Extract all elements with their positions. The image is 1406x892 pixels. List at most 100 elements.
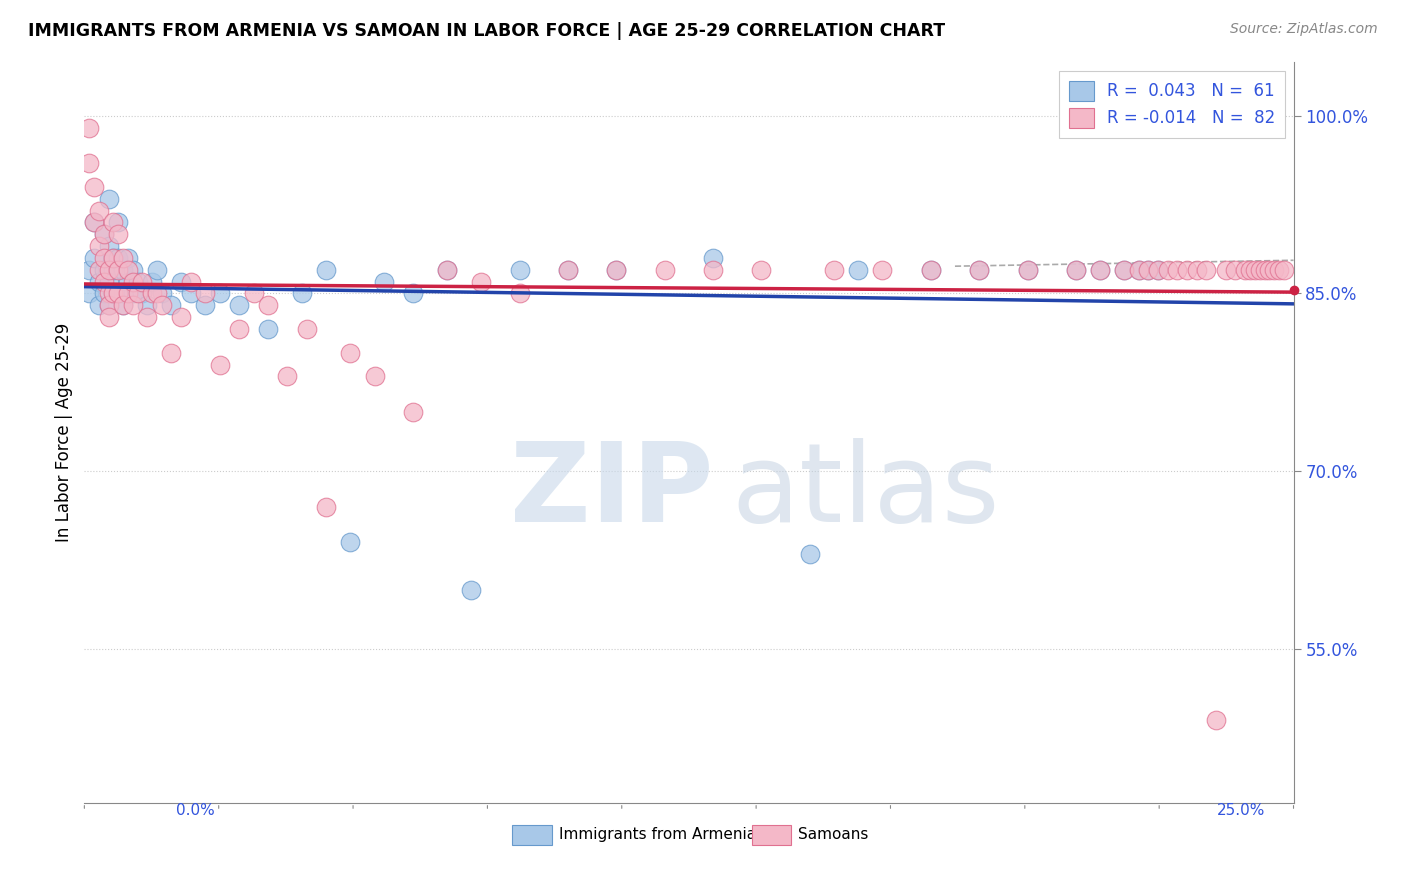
Point [97, 286, 120, 301]
Point [228, 298, 250, 312]
Point [920, 262, 942, 277]
Point [93, 227, 115, 242]
Point [208, 286, 231, 301]
Point [1239, 262, 1261, 277]
Point [141, 275, 163, 289]
Point [117, 286, 139, 301]
Point [103, 251, 125, 265]
Text: IMMIGRANTS FROM ARMENIA VS SAMOAN IN LABOR FORCE | AGE 25-29 CORRELATION CHART: IMMIGRANTS FROM ARMENIA VS SAMOAN IN LAB… [28, 22, 945, 40]
Point [93, 262, 115, 277]
Point [470, 275, 492, 289]
Point [846, 262, 869, 277]
Point [103, 286, 125, 301]
Point [920, 262, 942, 277]
Point [276, 369, 298, 384]
Point [103, 286, 125, 301]
Point [1128, 262, 1150, 277]
Point [117, 275, 139, 289]
Point [1064, 262, 1087, 277]
Point [117, 251, 139, 265]
Point [315, 500, 337, 514]
Point [967, 262, 990, 277]
Point [97, 310, 120, 325]
Point [83, 215, 105, 229]
Point [1243, 262, 1265, 277]
Point [180, 286, 202, 301]
Point [77, 156, 100, 170]
Point [77, 286, 100, 301]
Point [654, 262, 676, 277]
Text: Samoans: Samoans [799, 828, 869, 842]
Point [87, 275, 110, 289]
Point [402, 405, 425, 419]
Point [1088, 262, 1111, 277]
Point [131, 275, 153, 289]
Point [1088, 262, 1111, 277]
Point [121, 275, 143, 289]
Legend: R =  0.043   N =  61, R = -0.014   N =  82: R = 0.043 N = 61, R = -0.014 N = 82 [1059, 70, 1285, 138]
Point [1234, 262, 1257, 277]
Point [509, 286, 531, 301]
Point [872, 262, 894, 277]
Point [1215, 262, 1237, 277]
Point [605, 262, 627, 277]
Point [751, 262, 773, 277]
Point [1128, 262, 1150, 277]
Point [1114, 262, 1136, 277]
Point [1258, 262, 1281, 277]
Point [1157, 262, 1180, 277]
Point [121, 298, 143, 312]
Point [112, 286, 135, 301]
Point [1205, 713, 1227, 727]
Point [107, 286, 129, 301]
Text: atlas: atlas [731, 438, 1000, 545]
Point [1253, 262, 1275, 277]
Point [557, 262, 579, 277]
Point [77, 262, 100, 277]
Point [1195, 262, 1218, 277]
Point [1272, 262, 1295, 277]
Point [1185, 262, 1208, 277]
Point [112, 298, 135, 312]
Point [83, 251, 105, 265]
Point [823, 262, 845, 277]
Point [1064, 262, 1087, 277]
Point [87, 203, 110, 218]
Point [194, 298, 217, 312]
Point [87, 239, 110, 253]
Point [180, 275, 202, 289]
Point [1114, 262, 1136, 277]
Point [373, 275, 395, 289]
Point [194, 286, 217, 301]
Point [295, 322, 318, 336]
Point [436, 262, 458, 277]
Point [107, 286, 129, 301]
Point [77, 120, 100, 135]
Text: Immigrants from Armenia: Immigrants from Armenia [560, 828, 756, 842]
Point [93, 227, 115, 242]
Point [136, 310, 159, 325]
Point [257, 298, 280, 312]
Point [93, 286, 115, 301]
Text: 0.0%: 0.0% [176, 803, 215, 818]
Point [509, 262, 531, 277]
Point [83, 179, 105, 194]
Point [315, 262, 337, 277]
Point [208, 358, 231, 372]
Point [93, 251, 115, 265]
Point [112, 251, 135, 265]
Point [127, 275, 149, 289]
Point [160, 298, 183, 312]
Point [557, 262, 579, 277]
Point [1147, 262, 1170, 277]
Point [1166, 262, 1188, 277]
Y-axis label: In Labor Force | Age 25-29: In Labor Force | Age 25-29 [55, 323, 73, 542]
Point [87, 262, 110, 277]
Point [1137, 262, 1160, 277]
Point [87, 298, 110, 312]
Point [460, 582, 482, 597]
Point [131, 286, 153, 301]
Point [150, 286, 173, 301]
Point [339, 535, 361, 549]
Point [402, 286, 425, 301]
